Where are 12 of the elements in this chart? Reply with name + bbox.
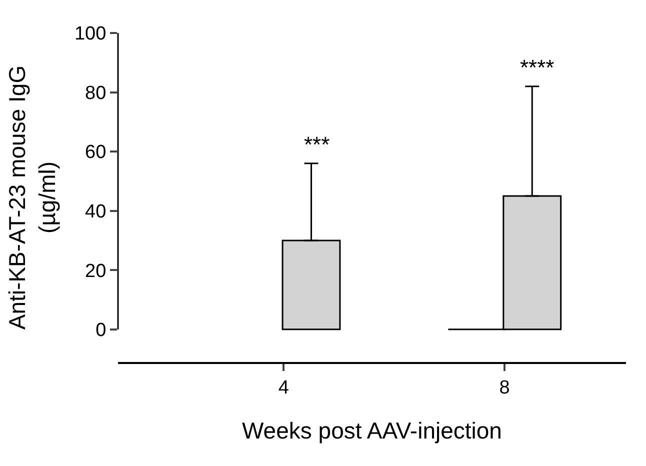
y-tick-label: 40 — [85, 201, 106, 222]
x-tick-label: 4 — [278, 378, 290, 399]
annotation: **** — [520, 55, 555, 80]
y-tick-label: 60 — [85, 142, 106, 164]
y-tick-label: 100 — [74, 24, 106, 45]
y-tick-label: 80 — [85, 82, 106, 104]
y-axis-title: Anti-KB-AT-23 mouse IgG (µg/ml) — [4, 65, 60, 330]
y-tick-label: 0 — [96, 320, 106, 342]
x-axis-title: Weeks post AAV-injection — [242, 418, 502, 444]
annotation: *** — [304, 132, 330, 157]
x-tick-label: 8 — [499, 378, 510, 399]
y-tick-label: 20 — [85, 260, 106, 282]
